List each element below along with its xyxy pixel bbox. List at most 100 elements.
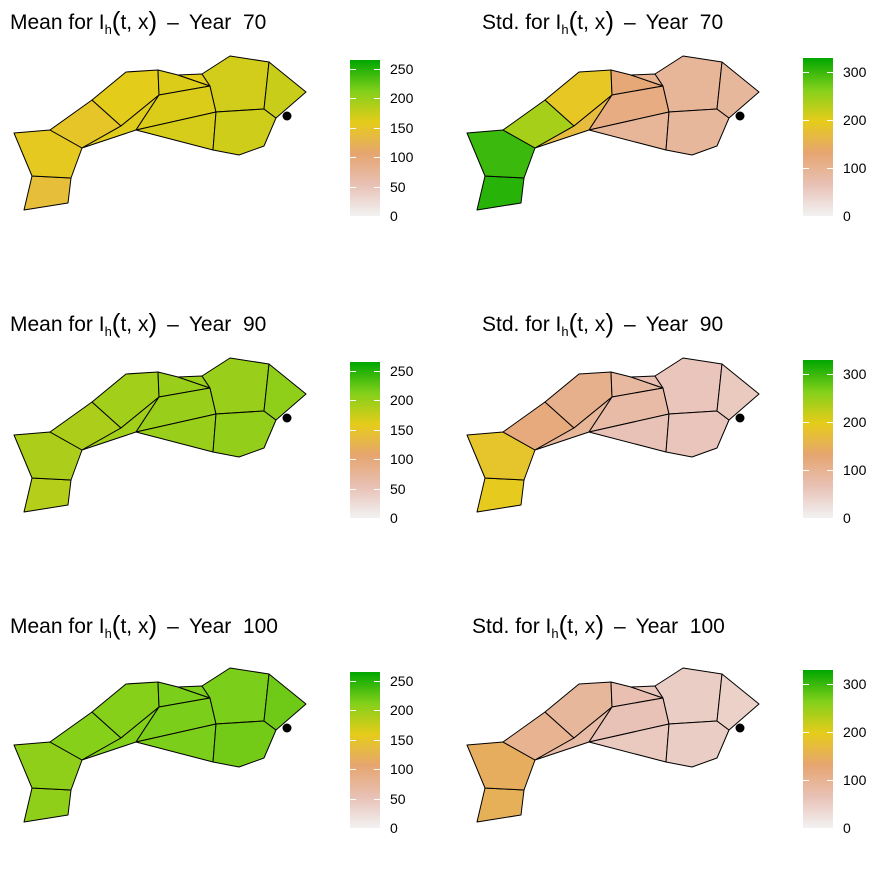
colorbar-tick-label: 250 <box>390 60 414 77</box>
colorbar-gradient <box>350 60 380 216</box>
choropleth-map <box>13 357 307 513</box>
colorbar-tick <box>803 216 809 217</box>
location-marker <box>282 111 292 121</box>
map-region <box>716 61 760 119</box>
colorbar-tick <box>374 518 380 519</box>
colorbar-tick-label: 300 <box>843 366 867 383</box>
colorbar-tick <box>374 98 380 100</box>
colorbar-tick <box>350 459 356 461</box>
colorbar-tick <box>374 186 380 188</box>
colorbar-tick <box>350 680 356 682</box>
colorbar-tick-label: 0 <box>390 510 398 526</box>
colorbar-tick <box>827 216 833 217</box>
colorbar-tick <box>350 157 356 159</box>
colorbar-tick <box>827 422 833 424</box>
colorbar-tick <box>350 429 356 431</box>
colorbar-tick-label: 150 <box>390 421 414 438</box>
location-marker <box>735 723 745 733</box>
colorbar-tick <box>803 470 809 472</box>
colorbar-tick <box>803 828 809 829</box>
colorbar-tick-label: 0 <box>390 820 398 836</box>
location-marker <box>735 111 745 121</box>
colorbar-tick-label: 0 <box>843 510 851 526</box>
panel-title: Std. for Ih(t, x) – Year 70 <box>482 6 724 37</box>
colorbar-gradient <box>803 360 833 518</box>
colorbar-tick <box>803 72 809 74</box>
colorbar-tick <box>374 429 380 431</box>
colorbar-tick <box>374 370 380 372</box>
map-region <box>665 108 730 156</box>
map-region <box>212 108 277 156</box>
colorbar-tick <box>374 157 380 159</box>
colorbar-tick-label: 250 <box>390 672 414 689</box>
colorbar-tick-label: 200 <box>843 724 867 741</box>
panel-title: Std. for Ih(t, x) – Year 100 <box>472 610 725 641</box>
colorbar-tick-label: 100 <box>843 160 867 177</box>
colorbar-tick <box>803 120 809 122</box>
colorbar-tick <box>827 518 833 519</box>
location-marker <box>282 413 292 423</box>
colorbar-tick <box>350 710 356 712</box>
colorbar-tick <box>374 127 380 129</box>
location-marker <box>735 413 745 423</box>
colorbar-tick <box>374 216 380 217</box>
colorbar-tick <box>350 769 356 771</box>
colorbar-tick-label: 200 <box>390 702 414 719</box>
map-region <box>476 477 525 513</box>
panel-title: Mean for Ih(t, x) – Year 70 <box>10 6 267 37</box>
map-region <box>212 410 277 458</box>
panel-std-year90: Std. for Ih(t, x) – Year 90 0 100 200 300 <box>438 302 876 572</box>
colorbar-tick-label: 50 <box>390 480 406 497</box>
colorbar-gradient <box>350 362 380 518</box>
panel-mean-year100: Mean for Ih(t, x) – Year 100 0 50 100 150 200 2… <box>0 604 438 874</box>
panel-title: Std. for Ih(t, x) – Year 90 <box>482 308 724 339</box>
choropleth-map <box>13 667 307 823</box>
colorbar-tick <box>374 739 380 741</box>
colorbar-tick-label: 50 <box>390 178 406 195</box>
panel-std-year100: Std. for Ih(t, x) – Year 100 0 100 200 300 <box>438 604 876 874</box>
colorbar-tick <box>350 400 356 402</box>
colorbar-tick-label: 200 <box>390 392 414 409</box>
colorbar-tick <box>374 68 380 70</box>
choropleth-map <box>466 55 760 211</box>
color-legend: 0 100 200 300 <box>803 58 873 223</box>
colorbar-tick <box>374 459 380 461</box>
map-region <box>466 129 536 179</box>
colorbar-tick <box>827 72 833 74</box>
colorbar-tick <box>827 684 833 686</box>
map-region <box>23 175 72 211</box>
colorbar-tick <box>803 780 809 782</box>
colorbar-tick <box>350 370 356 372</box>
colorbar-tick <box>350 98 356 100</box>
colorbar-gradient <box>803 58 833 216</box>
colorbar-tick-label: 200 <box>390 90 414 107</box>
map-region <box>476 175 525 211</box>
map-region <box>23 787 72 823</box>
colorbar-tick <box>803 168 809 170</box>
colorbar-tick-label: 200 <box>843 414 867 431</box>
colorbar-tick <box>350 798 356 800</box>
colorbar-tick <box>350 127 356 129</box>
location-marker <box>282 723 292 733</box>
panel-mean-year90: Mean for Ih(t, x) – Year 90 0 50 100 150 200 25… <box>0 302 438 572</box>
colorbar-gradient <box>803 670 833 828</box>
colorbar-tick <box>374 769 380 771</box>
colorbar-tick <box>827 732 833 734</box>
panel-std-year70: Std. for Ih(t, x) – Year 70 0 100 200 300 <box>438 0 876 270</box>
colorbar-tick <box>827 470 833 472</box>
colorbar-tick <box>803 732 809 734</box>
map-region <box>665 410 730 458</box>
colorbar-tick <box>803 684 809 686</box>
color-legend: 0 100 200 300 <box>803 670 873 835</box>
map-region <box>212 720 277 768</box>
map-region <box>13 129 83 179</box>
colorbar-tick-label: 150 <box>390 119 414 136</box>
panel-title: Mean for Ih(t, x) – Year 90 <box>10 308 267 339</box>
colorbar-tick-label: 200 <box>843 112 867 129</box>
colorbar-tick <box>803 518 809 519</box>
map-region <box>466 741 536 791</box>
map-region <box>23 477 72 513</box>
colorbar-tick-label: 300 <box>843 64 867 81</box>
map-region <box>263 363 307 421</box>
color-legend: 0 50 100 150 200 250 <box>350 60 420 223</box>
